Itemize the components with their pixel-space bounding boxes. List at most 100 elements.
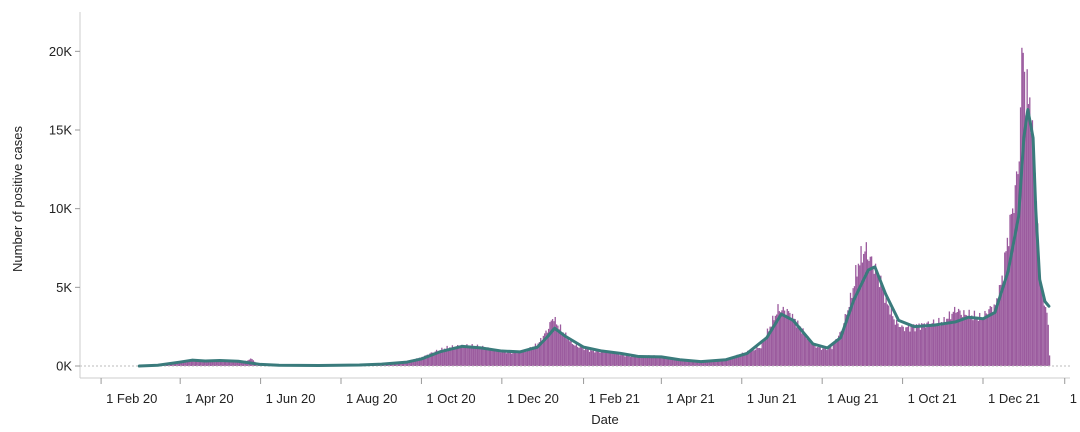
daily-case-bar <box>590 349 592 366</box>
daily-case-bar <box>874 263 877 366</box>
daily-case-bar <box>608 353 610 366</box>
daily-case-bar <box>661 357 663 366</box>
daily-case-bar <box>238 361 240 366</box>
daily-case-bar <box>184 360 186 366</box>
y-tick-label: 5K <box>56 280 72 295</box>
daily-case-bar <box>753 350 755 366</box>
x-tick-label: 1 Oct 20 <box>426 391 475 406</box>
daily-case-bar <box>620 353 622 366</box>
daily-case-bar <box>698 361 700 366</box>
daily-case-bar <box>690 361 692 366</box>
daily-case-bar <box>611 352 613 366</box>
daily-case-bar <box>189 360 191 366</box>
daily-case-bar <box>192 359 194 366</box>
daily-case-bar <box>213 360 215 366</box>
daily-case-bar <box>934 325 936 366</box>
daily-case-bar <box>836 340 838 366</box>
daily-case-bar <box>735 356 737 366</box>
daily-case-bar <box>729 358 732 366</box>
daily-case-bar <box>453 348 455 366</box>
daily-case-bar <box>673 357 675 366</box>
daily-case-bar <box>708 361 711 366</box>
daily-case-bar <box>816 347 819 366</box>
daily-case-bar <box>686 360 688 366</box>
daily-case-bar <box>823 348 825 366</box>
daily-case-bar <box>529 347 531 366</box>
daily-case-bar <box>826 350 828 366</box>
daily-case-bar <box>1038 276 1040 366</box>
daily-case-bar <box>483 348 485 366</box>
daily-case-bar <box>214 360 216 366</box>
daily-case-bar <box>841 329 844 366</box>
daily-case-bar <box>507 350 509 366</box>
daily-case-bar <box>839 332 841 366</box>
daily-case-bar <box>554 316 556 366</box>
daily-case-bar <box>424 355 426 366</box>
daily-case-bar <box>724 359 726 366</box>
daily-case-bar <box>712 361 715 366</box>
daily-case-bar <box>728 358 730 366</box>
daily-case-bar <box>1013 213 1015 366</box>
daily-case-bar <box>983 318 985 366</box>
daily-case-bar <box>831 349 833 366</box>
daily-case-bar <box>536 347 538 366</box>
daily-case-bar <box>778 311 780 366</box>
daily-case-bar <box>747 350 749 366</box>
daily-case-bar <box>569 341 571 366</box>
daily-case-bar <box>242 361 244 366</box>
daily-case-bar <box>691 361 693 366</box>
daily-case-bar <box>669 357 671 366</box>
daily-case-bar <box>615 352 617 366</box>
daily-case-bar <box>757 348 759 366</box>
daily-case-bar <box>612 351 614 366</box>
daily-case-bar <box>421 356 423 366</box>
daily-case-bar <box>777 304 779 366</box>
daily-case-bar <box>911 326 914 366</box>
daily-case-bar <box>186 360 189 366</box>
daily-case-bar <box>497 350 500 366</box>
daily-case-bar <box>624 356 626 366</box>
daily-case-bar <box>660 357 662 366</box>
daily-case-bar <box>226 360 228 366</box>
daily-case-bar <box>575 344 577 366</box>
daily-case-bar <box>699 361 701 366</box>
daily-case-bar <box>1030 133 1032 366</box>
daily-case-bar <box>877 274 879 366</box>
daily-case-bar <box>772 315 774 366</box>
daily-case-bar <box>414 359 417 366</box>
daily-case-bar <box>774 315 777 366</box>
daily-case-bar <box>707 362 709 366</box>
daily-case-bar <box>935 323 937 366</box>
daily-case-bar <box>435 349 438 366</box>
daily-case-bar <box>188 360 190 366</box>
daily-case-bar <box>848 307 850 366</box>
daily-case-bar <box>524 349 526 366</box>
moving-average-line <box>137 108 1051 368</box>
daily-case-bar <box>844 314 846 366</box>
daily-case-bar <box>764 338 766 366</box>
daily-case-bar <box>975 318 977 366</box>
daily-case-bar <box>657 356 659 366</box>
daily-case-bar <box>406 361 409 366</box>
daily-case-bar <box>939 325 941 366</box>
daily-case-bar <box>901 325 903 366</box>
daily-case-bar <box>765 337 767 366</box>
daily-case-bar <box>545 330 547 366</box>
daily-case-bar <box>587 349 589 366</box>
daily-case-bar <box>623 354 625 366</box>
daily-case-bar <box>855 265 857 366</box>
daily-case-bar <box>509 351 512 366</box>
daily-case-bar <box>733 356 736 366</box>
daily-case-bar <box>236 360 239 366</box>
daily-case-bar <box>768 331 770 366</box>
daily-case-bar <box>856 276 858 366</box>
daily-case-bar <box>594 352 596 366</box>
daily-case-bar <box>584 347 587 366</box>
y-tick-label: 0K <box>56 359 72 374</box>
daily-case-bar <box>532 346 534 366</box>
daily-case-bar <box>1001 275 1003 366</box>
daily-case-bar <box>989 306 991 366</box>
daily-case-bar <box>770 326 773 366</box>
daily-case-bar <box>409 360 411 366</box>
